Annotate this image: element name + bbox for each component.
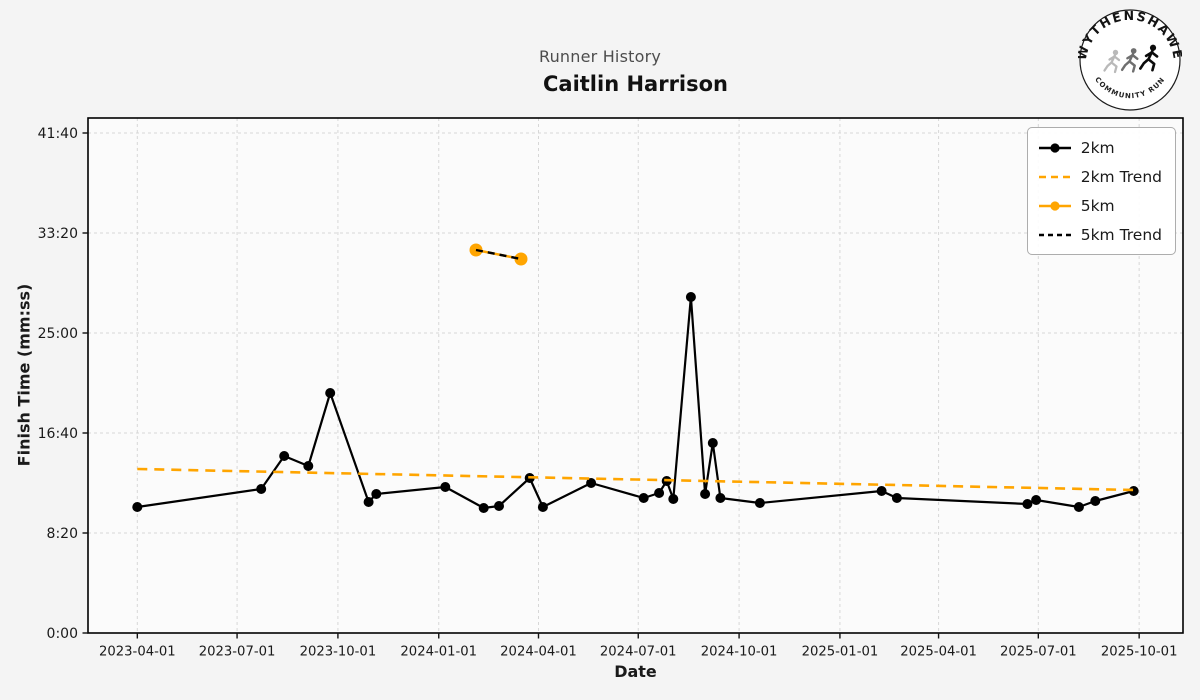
club-logo-badge: WYTHENSHAWE COMMUNITY RUN — [1074, 8, 1184, 111]
data-point — [1128, 486, 1139, 496]
y-tick-label: 33:20 — [38, 226, 78, 242]
data-point — [754, 498, 765, 508]
data-point — [1073, 502, 1084, 512]
data-point — [303, 461, 314, 471]
x-tick-label: 2024-04-01 — [500, 645, 577, 660]
data-point — [700, 489, 711, 499]
data-point — [325, 388, 336, 398]
x-axis-label: Date — [614, 662, 657, 681]
data-point — [876, 486, 887, 496]
data-point — [494, 501, 504, 511]
legend-line-sample — [1038, 200, 1071, 211]
series-line — [137, 467, 1134, 492]
series-5km — [469, 243, 528, 266]
legend-item-5km-trend: 5km Trend — [1038, 222, 1162, 247]
x-tick-label: 2024-01-01 — [400, 645, 477, 660]
legend-line-sample — [1038, 233, 1071, 236]
data-point — [371, 489, 382, 499]
x-tick-label: 2023-07-01 — [199, 645, 276, 660]
club-logo: WYTHENSHAWE COMMUNITY RUN — [1074, 8, 1184, 112]
data-point — [537, 502, 548, 512]
plot-area: 2023-04-01 2023-07-01 2023-10-01 2024-01-01… — [38, 117, 1184, 660]
x-tick-label: 2025-04-01 — [900, 645, 977, 660]
legend: 2km 2km Trend 5km 5km Trend — [1026, 127, 1176, 255]
x-tick-label: 2024-07-01 — [600, 645, 677, 660]
data-point — [514, 252, 528, 266]
legend-line-sample — [1038, 175, 1071, 178]
data-point — [1022, 499, 1033, 509]
legend-item-5km: 5km — [1038, 193, 1162, 218]
data-point — [279, 451, 290, 461]
data-point — [1090, 496, 1101, 506]
data-point — [363, 497, 374, 507]
data-point — [668, 494, 679, 504]
chart-title: Caitlin Harrison — [542, 72, 728, 96]
series-5km-trend — [475, 248, 522, 261]
data-point — [707, 438, 718, 448]
series-line — [137, 295, 1134, 510]
x-tick-label: 2023-04-01 — [99, 645, 176, 660]
series-2km — [132, 292, 1139, 513]
y-axis-label: Finish Time (mm:ss) — [14, 283, 34, 467]
x-tick-label: 2025-07-01 — [1000, 645, 1077, 660]
x-tick-label: 2023-10-01 — [300, 645, 377, 660]
data-point — [132, 502, 143, 512]
series-2km-trend — [137, 467, 1134, 492]
chart-canvas: 2023-04-01 2023-07-01 2023-10-01 2024-01-01… — [38, 117, 1184, 660]
data-point — [685, 292, 696, 302]
legend-label: 5km Trend — [1080, 225, 1162, 244]
legend-item-2km-trend: 2km Trend — [1038, 164, 1162, 189]
x-tick-label: 2025-10-01 — [1101, 645, 1178, 660]
y-tick-label: 8:20 — [47, 526, 78, 542]
x-tick-label: 2024-10-01 — [701, 645, 778, 660]
legend-line-sample — [1038, 142, 1071, 153]
axes-border — [87, 117, 1184, 634]
data-point — [586, 478, 597, 488]
legend-label: 2km Trend — [1080, 167, 1162, 186]
y-tick-label: 0:00 — [47, 626, 78, 642]
data-point — [440, 482, 451, 492]
data-point — [715, 493, 726, 503]
data-point — [256, 484, 267, 494]
data-point — [478, 503, 489, 513]
x-tick-label: 2025-01-01 — [802, 645, 879, 660]
legend-label: 2km — [1080, 138, 1115, 157]
y-tick-label: 41:40 — [38, 126, 78, 142]
y-tick-label: 16:40 — [38, 426, 78, 442]
chart-subtitle: Runner History — [538, 47, 662, 66]
legend-label: 5km — [1080, 196, 1115, 215]
data-point — [638, 493, 649, 503]
legend-item-2km: 2km — [1038, 135, 1162, 160]
y-tick-label: 25:00 — [38, 326, 78, 342]
data-point — [654, 488, 665, 498]
data-point — [1031, 495, 1042, 505]
series-line — [475, 248, 522, 261]
data-point — [891, 493, 902, 503]
